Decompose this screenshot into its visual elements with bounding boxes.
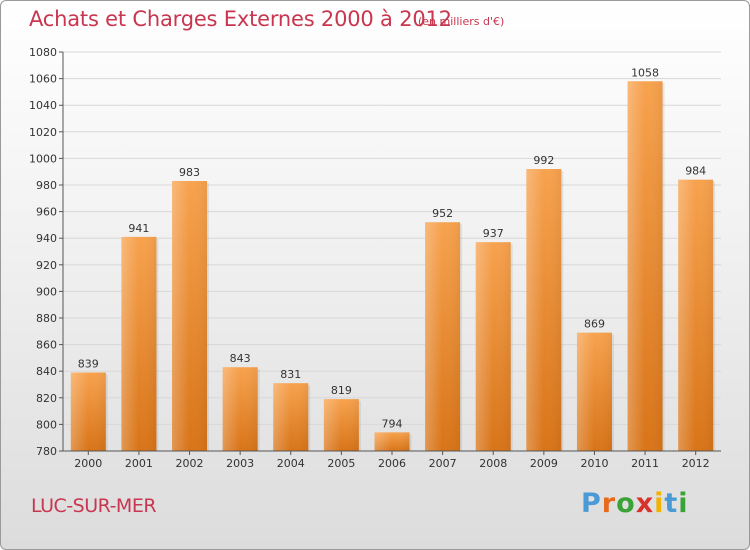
bar-value-label: 819 — [331, 384, 352, 397]
bar-highlight — [273, 383, 309, 451]
x-tick-label: 2009 — [530, 457, 558, 470]
bar-highlight — [172, 181, 208, 451]
bar-value-label: 869 — [584, 318, 605, 331]
bar-highlight — [678, 179, 714, 451]
plot-area — [63, 52, 721, 451]
x-tick-label: 2010 — [580, 457, 608, 470]
grid-lines — [63, 51, 721, 452]
y-tick-label: 1020 — [29, 126, 57, 139]
y-tick-label: 940 — [36, 232, 57, 245]
logo-letter: r — [601, 488, 617, 519]
bar-value-label: 983 — [179, 166, 200, 179]
bar-value-label: 1058 — [631, 66, 659, 79]
bar-highlight — [526, 169, 562, 452]
bar-value-label: 992 — [533, 154, 554, 167]
x-tick-label: 2008 — [479, 457, 507, 470]
logo-letter: t — [664, 488, 679, 519]
proxiti-logo[interactable]: Proxiti — [581, 488, 689, 519]
x-tick-label: 2004 — [277, 457, 305, 470]
chart-title: Achats et Charges Externes 2000 à 2012 — [29, 7, 452, 31]
y-tick-label: 880 — [36, 312, 57, 325]
y-tick-label: 920 — [36, 259, 57, 272]
x-tick-label: 2012 — [682, 457, 710, 470]
bar-highlight — [374, 432, 410, 451]
logo-letter: x — [635, 488, 655, 519]
y-tick-label: 1060 — [29, 73, 57, 86]
y-tick-label: 860 — [36, 339, 57, 352]
y-tick-label: 900 — [36, 285, 57, 298]
x-tick-label: 2005 — [327, 457, 355, 470]
bar-value-label: 794 — [382, 417, 403, 430]
x-axis: 2000 2001 2002 2003 2004 2005 2006 2007 2008 2009… — [63, 450, 721, 470]
logo-letter: o — [616, 488, 636, 519]
bar-value-label: 843 — [230, 352, 251, 365]
bar-highlight — [222, 367, 258, 451]
logo-letter: i — [678, 488, 689, 519]
bar-highlight — [121, 236, 157, 451]
y-tick-label: 1040 — [29, 99, 57, 112]
bar-highlight — [425, 222, 461, 451]
y-tick-label: 1080 — [29, 46, 57, 59]
x-tick-label: 2007 — [429, 457, 457, 470]
y-axis: 780 800 820 840 860 880 900 920 940 960 980 1000 102… — [29, 46, 64, 458]
x-tick-label: 2003 — [226, 457, 254, 470]
y-tick-label: 840 — [36, 365, 57, 378]
bar-highlight — [70, 372, 106, 451]
x-tick-label: 2011 — [631, 457, 659, 470]
y-tick-label: 800 — [36, 418, 57, 431]
bar-value-label: 831 — [280, 368, 301, 381]
bar-highlight — [627, 81, 663, 451]
y-tick-label: 980 — [36, 179, 57, 192]
logo-letter: P — [581, 488, 602, 519]
bar-value-label: 984 — [685, 165, 706, 178]
chart-subtitle: (en milliers d'€) — [418, 15, 505, 28]
y-tick-label: 960 — [36, 206, 57, 219]
x-tick-label: 2001 — [125, 457, 153, 470]
x-tick-label: 2002 — [176, 457, 204, 470]
y-tick-label: 1000 — [29, 152, 57, 165]
bars: 839 941 983 843 831 819 794 952 937 992 869 1058 984 — [70, 66, 716, 452]
bar-highlight — [475, 242, 511, 451]
bar-value-label: 952 — [432, 207, 453, 220]
x-tick-label: 2000 — [74, 457, 102, 470]
town-name: LUC-SUR-MER — [31, 495, 157, 517]
y-tick-label: 820 — [36, 392, 57, 405]
bar-value-label: 839 — [78, 358, 99, 371]
y-tick-label: 780 — [36, 445, 57, 458]
bar-highlight — [576, 332, 612, 451]
x-tick-label: 2006 — [378, 457, 406, 470]
bar-value-label: 937 — [483, 227, 504, 240]
bar-highlight — [323, 399, 359, 451]
bar-value-label: 941 — [128, 222, 149, 235]
logo-letter: i — [654, 488, 665, 519]
